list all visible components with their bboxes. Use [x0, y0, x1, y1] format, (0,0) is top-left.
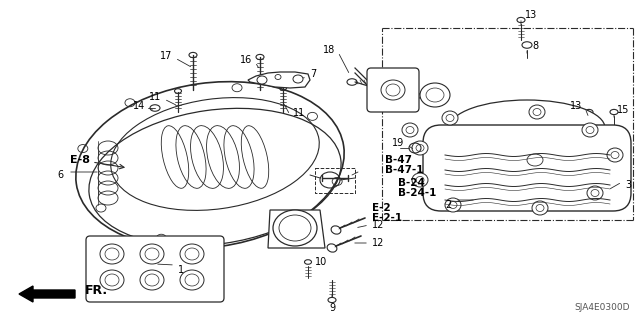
Ellipse shape	[449, 100, 605, 156]
Text: E-2-1: E-2-1	[372, 213, 402, 223]
Text: 3: 3	[625, 180, 631, 190]
Ellipse shape	[273, 210, 317, 246]
Text: 7: 7	[310, 69, 316, 79]
Text: 11: 11	[148, 92, 161, 102]
FancyBboxPatch shape	[86, 236, 224, 302]
Text: 19: 19	[392, 138, 404, 148]
FancyBboxPatch shape	[367, 68, 419, 112]
Ellipse shape	[100, 270, 124, 290]
Ellipse shape	[445, 198, 461, 212]
Polygon shape	[268, 210, 325, 248]
Ellipse shape	[442, 111, 458, 125]
Text: 18: 18	[323, 45, 335, 55]
Ellipse shape	[582, 123, 598, 137]
Text: B-47: B-47	[385, 155, 412, 165]
Text: B-24: B-24	[398, 178, 425, 188]
Ellipse shape	[420, 83, 450, 107]
Text: 12: 12	[372, 220, 385, 230]
Ellipse shape	[140, 244, 164, 264]
FancyArrow shape	[19, 286, 75, 302]
Ellipse shape	[532, 201, 548, 215]
Text: 9: 9	[329, 303, 335, 313]
Text: 15: 15	[617, 105, 629, 115]
Ellipse shape	[140, 270, 164, 290]
Text: 1: 1	[178, 265, 184, 275]
Ellipse shape	[529, 105, 545, 119]
Text: FR.: FR.	[85, 285, 108, 298]
Text: B-24-1: B-24-1	[398, 188, 436, 198]
Text: 11: 11	[293, 108, 305, 118]
Ellipse shape	[412, 173, 428, 187]
Text: 6: 6	[57, 170, 63, 180]
Ellipse shape	[257, 76, 267, 84]
Text: 17: 17	[159, 51, 172, 61]
Text: E-8: E-8	[70, 155, 90, 165]
Text: 8: 8	[532, 41, 538, 51]
Text: 10: 10	[315, 257, 327, 267]
Text: 12: 12	[372, 238, 385, 248]
Text: 5: 5	[437, 93, 444, 103]
Ellipse shape	[100, 244, 124, 264]
Ellipse shape	[402, 123, 418, 137]
Ellipse shape	[180, 244, 204, 264]
Text: B-47-1: B-47-1	[385, 165, 424, 175]
Ellipse shape	[607, 148, 623, 162]
Ellipse shape	[587, 186, 603, 200]
Polygon shape	[248, 72, 310, 88]
Ellipse shape	[412, 141, 428, 155]
FancyBboxPatch shape	[423, 125, 631, 211]
Ellipse shape	[293, 75, 303, 83]
Text: 16: 16	[240, 55, 252, 65]
Text: 4: 4	[369, 100, 375, 110]
Text: E-2: E-2	[372, 203, 390, 213]
Ellipse shape	[180, 270, 204, 290]
Text: 13: 13	[570, 101, 582, 111]
Text: 2: 2	[445, 200, 452, 210]
Text: 14: 14	[132, 101, 145, 111]
Ellipse shape	[76, 82, 344, 249]
Text: SJA4E0300D: SJA4E0300D	[575, 303, 630, 312]
Text: 13: 13	[525, 10, 537, 20]
